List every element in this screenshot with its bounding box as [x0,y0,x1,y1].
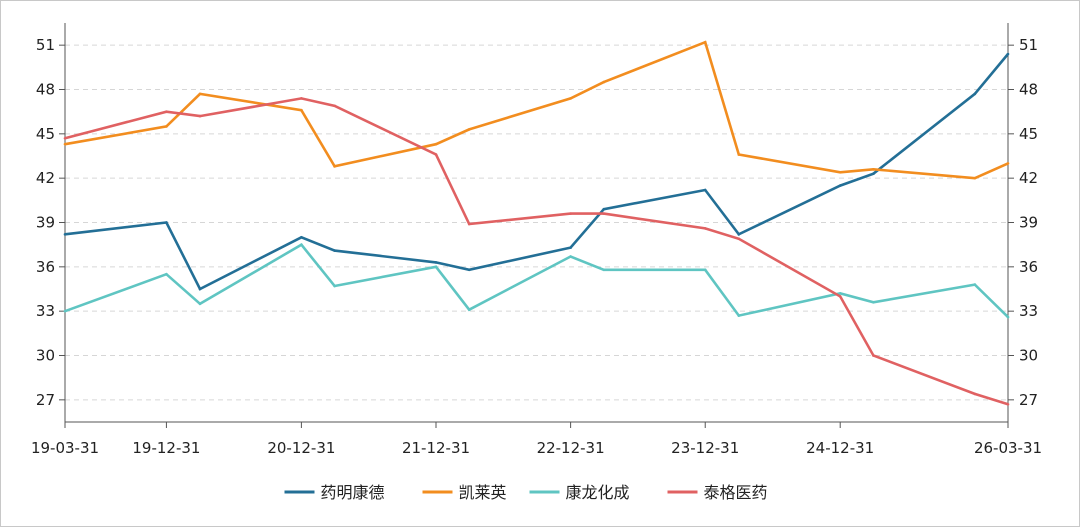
y-tick-label-left: 30 [36,347,55,365]
series-line-2 [64,40,1009,180]
data-point [569,212,572,215]
data-point [165,221,168,224]
y-tick-label-right: 33 [1019,302,1038,320]
legend: 药明康德 凯莱英 康龙化成 泰格医药 [284,483,768,502]
y-tick-label-right: 36 [1019,258,1038,276]
series-line-4 [64,97,1009,406]
data-point [63,233,67,236]
grid-lines [65,44,1008,401]
data-point [569,97,572,100]
x-tick-label: 23-12-31 [671,439,739,457]
data-point [872,168,875,171]
data-point [467,308,471,311]
data-point [703,227,707,230]
y-tick-label-right: 45 [1019,125,1038,143]
y-tick-label-right: 51 [1019,36,1038,54]
data-point [467,222,471,226]
data-point [973,392,977,396]
data-point [1006,162,1010,165]
y-tick-label-left: 48 [36,81,55,99]
data-point [434,265,438,269]
data-point [198,114,202,118]
y-tick-label-right: 27 [1019,391,1038,409]
x-tick-label: 26-03-31 [974,439,1042,457]
data-point [434,261,438,264]
data-point [300,235,303,239]
data-point [198,92,202,96]
data-point [973,92,977,96]
y-tick-label-left: 33 [36,302,55,320]
y-tick-label-right: 30 [1019,347,1038,365]
data-point [1006,402,1010,406]
data-point [333,249,336,252]
data-point [165,110,168,113]
data-point [602,268,606,272]
legend-label: 凯莱英 [459,483,507,502]
data-point [467,268,471,272]
data-point [703,268,707,272]
x-tick-label: 19-12-31 [132,439,200,457]
y-tick-label-left: 27 [36,391,55,409]
data-point [569,255,572,258]
data-point [63,142,67,146]
data-point [602,207,606,211]
data-point [300,97,303,100]
data-point [973,283,977,286]
y-tick-label-right: 42 [1019,169,1038,187]
data-point [300,108,303,112]
x-tick-label: 24-12-31 [806,439,874,457]
data-point [165,125,168,128]
x-tick-label: 19-03-31 [31,439,99,457]
data-point [63,136,67,140]
data-point [838,295,842,298]
x-tick-label: 21-12-31 [402,439,470,457]
data-point [434,142,438,146]
data-point [333,284,336,288]
data-point [737,153,741,156]
data-point [333,104,336,108]
data-point [300,243,303,246]
data-point [434,153,438,156]
data-point [198,302,202,306]
data-point [467,128,471,131]
data-point [973,176,977,180]
legend-label: 康龙化成 [566,483,630,502]
data-point [838,184,842,187]
y-tick-label-left: 45 [36,125,55,143]
y-tick-label-left: 51 [36,36,55,54]
data-point [602,80,606,84]
data-point [703,188,707,192]
y-tick-label-right: 48 [1019,81,1038,99]
data-point [737,237,741,241]
axes: 27 27 30 30 33 33 36 36 39 39 42 42 45 45 48 48 51 51 19-0… [31,23,1042,457]
x-tick-label: 22-12-31 [537,439,605,457]
x-tick-label: 20-12-31 [267,439,335,457]
y-tick-label-right: 39 [1019,214,1038,232]
data-point [703,40,707,44]
data-point [1006,315,1010,319]
data-point [1006,52,1010,56]
data-point [333,165,336,168]
data-point [737,233,741,236]
data-point [737,314,741,317]
legend-label: 泰格医药 [704,483,768,502]
data-point [872,354,875,357]
data-point [198,287,202,291]
data-point [838,170,842,174]
y-tick-label-left: 39 [36,214,55,232]
series-lines [63,40,1010,406]
data-point [569,246,572,249]
data-point [872,301,875,304]
data-point [872,172,875,176]
data-point [63,309,67,313]
y-tick-label-left: 42 [36,169,55,187]
data-point [838,292,842,295]
y-tick-label-left: 36 [36,258,55,276]
data-point [602,212,606,215]
data-point [165,272,168,276]
legend-label: 药明康德 [321,483,385,502]
